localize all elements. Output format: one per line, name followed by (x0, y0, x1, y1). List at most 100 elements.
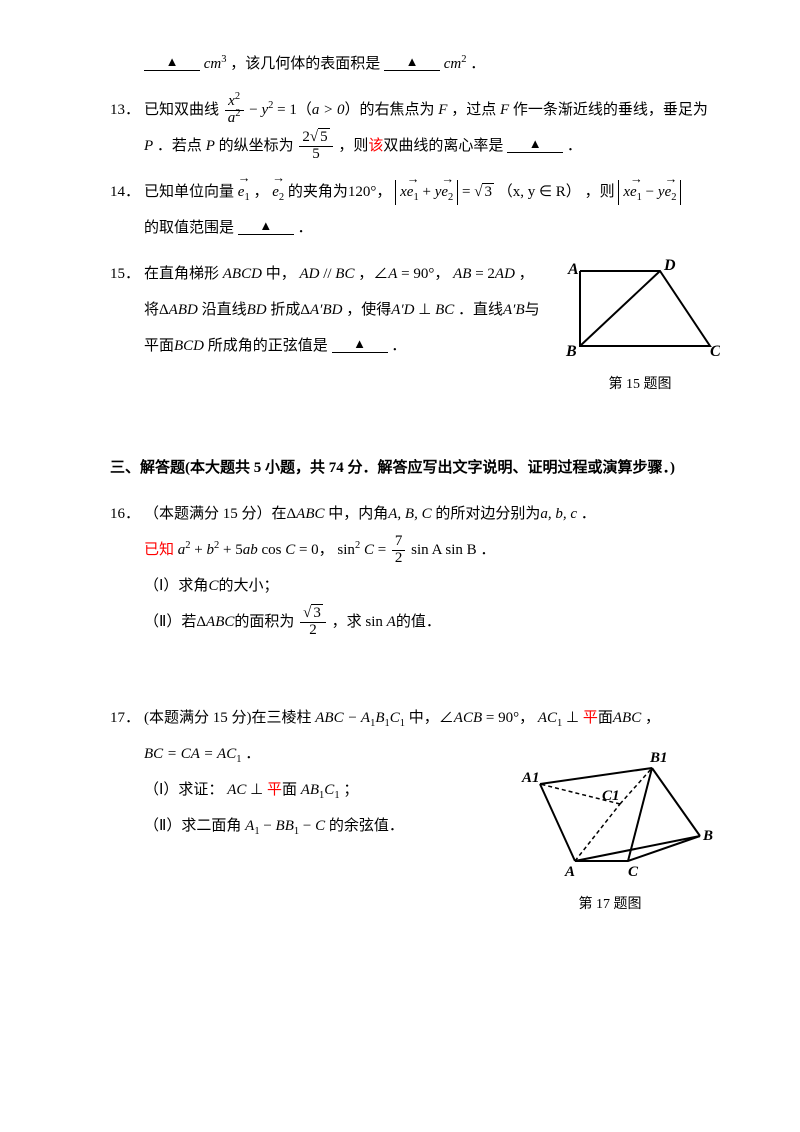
var: B (375, 710, 384, 726)
var: AB (453, 266, 471, 282)
var: ABC (613, 710, 641, 726)
var: A (245, 818, 254, 834)
text: ）的右焦点为 (345, 102, 435, 118)
subpart-1: （Ⅰ）求证： (144, 782, 223, 798)
text: ． (567, 138, 582, 154)
op-parallel: // (319, 266, 335, 282)
text: ，该几何体的表面积是 (230, 56, 380, 72)
text: 双曲线的离心率是 (383, 138, 503, 154)
var: A′BD (310, 302, 342, 318)
var: ABD (169, 302, 198, 318)
text: 平面 (144, 338, 174, 354)
trapezoid-diagram: A D B C (560, 256, 720, 366)
var: a, b, c (540, 506, 577, 522)
subpart-1: （Ⅰ）求角 (144, 578, 208, 594)
fraction: 25 5 (299, 130, 332, 163)
text: 与 (525, 302, 540, 318)
var: ab (243, 542, 258, 558)
text-red: 已知 (144, 542, 174, 558)
svg-text:B: B (565, 343, 577, 360)
var: ABC − A (315, 710, 370, 726)
var: BC = CA = AC (144, 746, 236, 762)
op: = (378, 542, 390, 558)
text: ， (519, 266, 534, 282)
figure-17: A C B A1 B1 C1 第 17 题图 (500, 736, 720, 922)
blank-fill: ▲ (238, 219, 294, 235)
text: 沿直线 (202, 302, 247, 318)
subpart-2: （Ⅱ）求二面角 (144, 818, 241, 834)
op: = 2 (471, 266, 494, 282)
text: 的大小； (218, 578, 278, 594)
text: 中， (266, 266, 296, 282)
svg-text:B: B (702, 828, 713, 844)
var: AC (227, 782, 246, 798)
unit-volume: cm (204, 56, 222, 72)
text: ，∠ (358, 266, 388, 282)
blank-fill: ▲ (332, 337, 388, 353)
var: C (315, 818, 325, 834)
var: A′D (391, 302, 414, 318)
figure-caption: 第 17 题图 (500, 888, 720, 922)
figure-caption: 第 15 题图 (560, 368, 720, 402)
var: BD (247, 302, 267, 318)
question-14: 14． 已知单位向量 e1 ， e2 的夹角为120°， xe1 + ye2 =… (110, 174, 720, 246)
var: A′B (503, 302, 525, 318)
text-red: 平 (267, 782, 282, 798)
text: ，则 (585, 184, 615, 200)
figure-15: A D B C 第 15 题图 (560, 256, 720, 402)
var: ABC (296, 506, 324, 522)
var: b (206, 542, 214, 558)
var: C (364, 542, 374, 558)
var: ABCD (223, 266, 262, 282)
op: + (194, 542, 206, 558)
question-17: 17． (本题满分 15 分)在三棱柱 ABC − A1B1C1 中，∠ACB … (110, 700, 720, 922)
fraction: x2 a2 (225, 94, 244, 127)
var: BB (276, 818, 294, 834)
op: + 5 (223, 542, 243, 558)
text: 面 (282, 782, 297, 798)
question-number: 14． (110, 174, 144, 246)
var: C (208, 578, 218, 594)
question-number: 13． (110, 92, 144, 164)
text: 中，∠ (409, 710, 454, 726)
fraction: 3 2 (300, 606, 326, 639)
svg-text:A: A (564, 864, 575, 880)
var: AD (299, 266, 319, 282)
text: 所成角的正弦值是 (208, 338, 328, 354)
svg-text:C: C (710, 343, 720, 360)
text: ． (480, 542, 495, 558)
fraction: 7 2 (392, 534, 406, 567)
text: 作一条渐近线的垂线，垂足为 (513, 102, 708, 118)
text: 的取值范围是 (144, 220, 234, 236)
var-F: F (438, 102, 447, 118)
var: BC (335, 266, 354, 282)
svg-text:A1: A1 (521, 770, 540, 786)
q12-fragment: ▲ cm3 ，该几何体的表面积是 ▲ cm2 ． (144, 46, 720, 82)
prism-diagram: A C B A1 B1 C1 (500, 736, 720, 886)
blank-fill: ▲ (384, 55, 440, 71)
text: ，则 (338, 138, 368, 154)
var: A (387, 614, 396, 630)
blank-fill: ▲ (144, 55, 200, 71)
var: AB (301, 782, 319, 798)
text: ． (391, 338, 406, 354)
text: 面 (598, 710, 613, 726)
text: (本题满分 15 分)在三棱柱 (144, 710, 312, 726)
exam-page: ▲ cm3 ，该几何体的表面积是 ▲ cm2 ． 13． 已知双曲线 x2 a2… (0, 0, 800, 1132)
question-16: 16． （本题满分 15 分）在ΔABC 中，内角A, B, C 的所对边分别为… (110, 496, 720, 640)
svg-text:B1: B1 (649, 750, 668, 766)
text: 将Δ (144, 302, 169, 318)
svg-text:A: A (567, 261, 579, 278)
sqrt: 3 (474, 174, 494, 210)
text: ． (245, 746, 260, 762)
text: = 90°， (482, 710, 534, 726)
var: BC (435, 302, 454, 318)
var: A, B, C (388, 506, 431, 522)
text: ．若点 (157, 138, 202, 154)
func: cos (258, 542, 286, 558)
var-P: P (206, 138, 215, 154)
condition: （x, y ∈ R） (498, 184, 581, 200)
op: − (260, 818, 276, 834)
text: ， (645, 710, 660, 726)
text: = 90°， (397, 266, 449, 282)
